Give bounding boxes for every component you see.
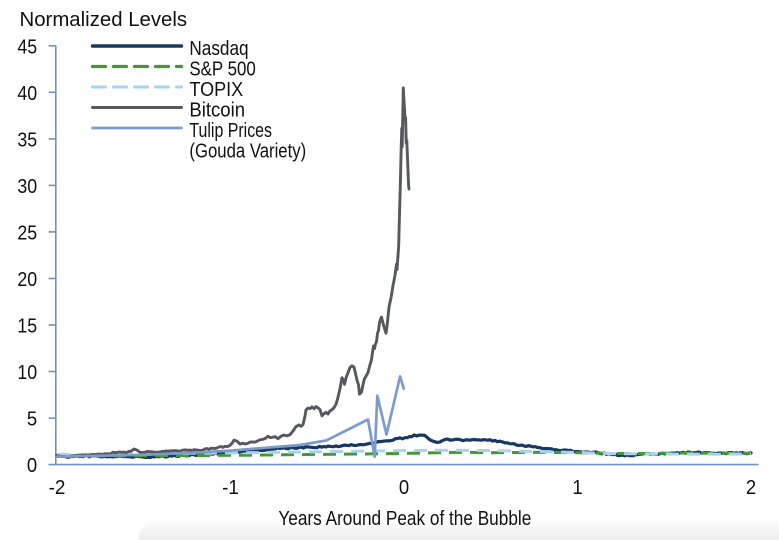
svg-text:Nasdaq: Nasdaq [189,37,248,60]
svg-text:15: 15 [17,314,37,337]
svg-text:30: 30 [17,175,37,198]
svg-text:45: 45 [17,35,37,58]
svg-text:40: 40 [17,82,37,105]
svg-text:Bitcoin: Bitcoin [189,98,245,121]
svg-text:20: 20 [17,268,37,291]
svg-text:TOPIX: TOPIX [189,78,243,101]
svg-text:(Gouda Variety): (Gouda Variety) [189,140,306,163]
svg-text:5: 5 [27,408,37,431]
svg-text:Tulip Prices: Tulip Prices [189,119,272,142]
svg-text:-2: -2 [49,476,66,499]
svg-text:0: 0 [27,454,37,477]
svg-text:2: 2 [746,476,756,499]
svg-text:Normalized Levels: Normalized Levels [20,8,188,31]
svg-text:-1: -1 [222,476,239,499]
svg-text:1: 1 [572,476,582,499]
svg-text:Years Around Peak of the Bubbl: Years Around Peak of the Bubble [278,507,531,530]
svg-text:25: 25 [17,221,37,244]
svg-text:10: 10 [17,361,37,384]
svg-text:35: 35 [17,128,37,151]
svg-text:S&P 500: S&P 500 [189,57,255,80]
svg-text:0: 0 [399,476,409,499]
